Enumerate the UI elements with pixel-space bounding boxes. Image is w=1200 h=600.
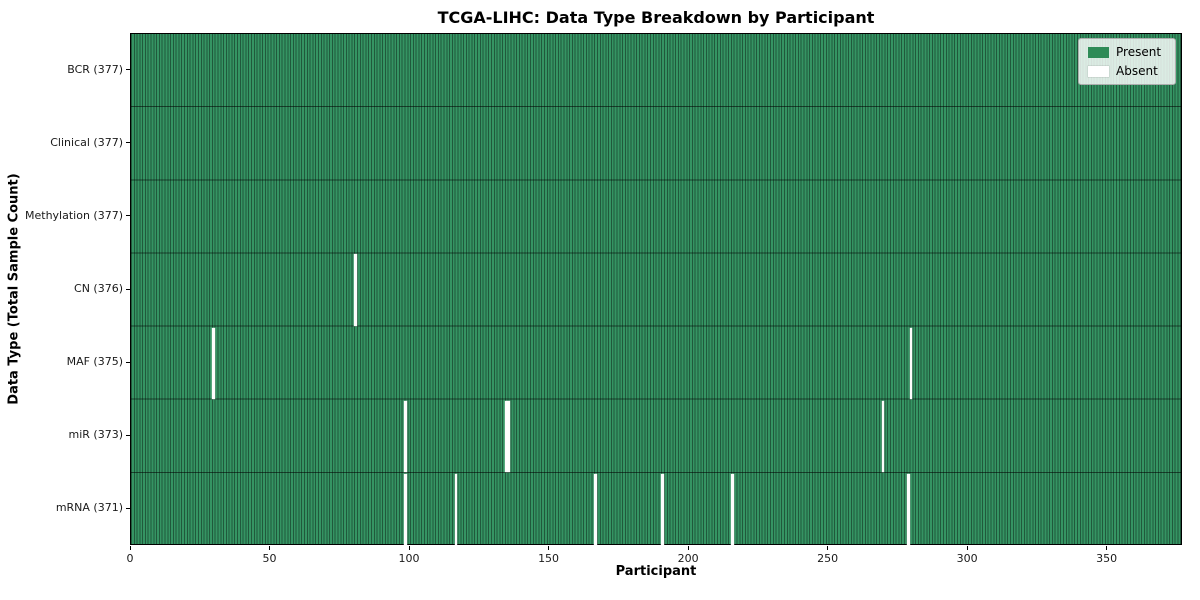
legend-item-present: Present: [1088, 45, 1166, 59]
x-tick-mark: [548, 546, 550, 550]
y-tick-label: miR (373): [68, 428, 124, 442]
present-swatch-icon: [1088, 46, 1109, 58]
x-tick-label: 50: [262, 552, 277, 565]
y-tick-label: Methylation (377): [25, 208, 123, 222]
y-tick-mark: [126, 69, 130, 71]
y-tick-label: BCR (377): [67, 62, 123, 76]
y-tick-mark: [126, 434, 130, 436]
x-tick-label: 200: [677, 552, 699, 565]
x-tick-mark: [1106, 546, 1108, 550]
x-tick-mark: [966, 546, 968, 550]
absent-swatch-icon: [1088, 65, 1109, 77]
y-tick-label: Clinical (377): [50, 135, 123, 149]
x-tick-label: 350: [1096, 552, 1118, 565]
legend-label-absent: Absent: [1116, 64, 1158, 78]
y-tick-mark: [126, 361, 130, 363]
absent-cell: [404, 400, 408, 472]
x-tick-mark: [269, 546, 271, 550]
y-tick-mark: [126, 507, 130, 509]
x-tick-label: 300: [956, 552, 978, 565]
y-tick-mark: [126, 288, 130, 290]
absent-cell: [404, 473, 408, 545]
x-axis-label: Participant: [615, 564, 697, 579]
x-tick-mark: [687, 546, 689, 550]
absent-cell: [909, 327, 913, 399]
x-tick-label: 250: [817, 552, 839, 565]
y-tick-label: MAF (375): [66, 355, 123, 369]
x-tick-label: 100: [398, 552, 420, 565]
absent-cell: [594, 473, 597, 545]
x-tick-label: 150: [538, 552, 560, 565]
absent-cell: [881, 400, 885, 472]
absent-cell: [454, 473, 458, 545]
x-tick-mark: [827, 546, 829, 550]
absent-cell: [354, 254, 358, 326]
y-tick-label: CN (376): [74, 282, 123, 295]
absent-cell: [661, 473, 664, 545]
x-tick-mark: [129, 546, 131, 550]
legend-item-absent: Absent: [1088, 64, 1166, 78]
y-tick-mark: [126, 215, 130, 217]
absent-cell: [730, 473, 734, 545]
y-tick-mark: [126, 142, 130, 144]
x-tick-label: 0: [126, 552, 134, 565]
absent-cell: [211, 327, 215, 399]
plot-area: [130, 33, 1182, 545]
legend: Present Absent: [1078, 38, 1176, 85]
absent-cell: [504, 400, 508, 472]
absent-cell: [906, 473, 910, 545]
absent-cell: [507, 400, 511, 472]
chart-title: TCGA-LIHC: Data Type Breakdown by Partic…: [437, 8, 875, 27]
x-tick-mark: [408, 546, 410, 550]
legend-label-present: Present: [1116, 45, 1162, 59]
y-tick-label: mRNA (371): [55, 501, 123, 515]
